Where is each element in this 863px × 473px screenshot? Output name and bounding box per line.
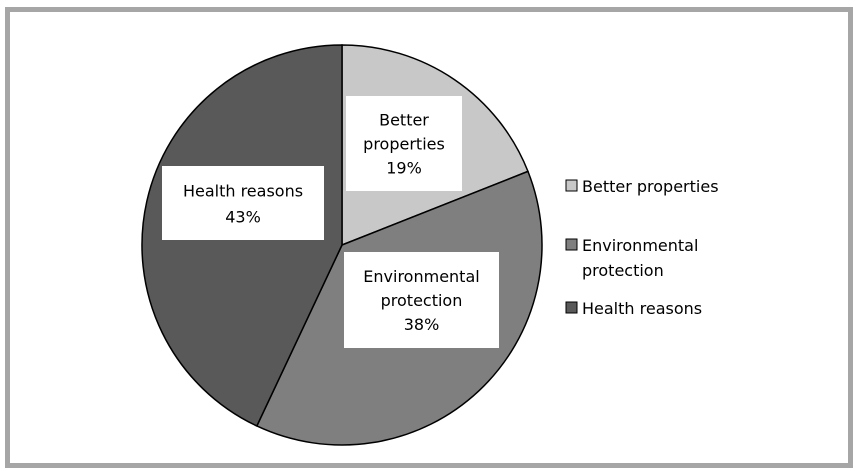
legend-label: Health reasons xyxy=(582,299,702,318)
slice-percent-label: 19% xyxy=(386,159,422,178)
legend-label: Better properties xyxy=(582,177,719,196)
legend-swatch xyxy=(565,179,578,192)
slice-percent-label: 43% xyxy=(225,208,261,227)
legend-label: Environmental xyxy=(582,236,698,255)
slice-label-box xyxy=(346,96,462,191)
slice-category-label: protection xyxy=(381,291,463,310)
legend: Better properties Environmental protection… xyxy=(565,177,719,318)
legend-swatch xyxy=(565,301,578,314)
slice-category-label: Health reasons xyxy=(183,182,303,201)
slice-percent-label: 38% xyxy=(404,315,440,334)
slice-category-label: Better xyxy=(379,111,429,130)
slice-label-box xyxy=(344,252,499,348)
legend-swatch xyxy=(565,238,578,251)
slice-category-label: Environmental xyxy=(363,267,479,286)
pie-slices xyxy=(141,44,543,446)
slice-labels: Better properties 19% Environmental protecti… xyxy=(162,96,499,348)
legend-label: protection xyxy=(582,261,664,280)
slice-label-box xyxy=(162,166,324,240)
slice-category-label: properties xyxy=(363,135,445,154)
